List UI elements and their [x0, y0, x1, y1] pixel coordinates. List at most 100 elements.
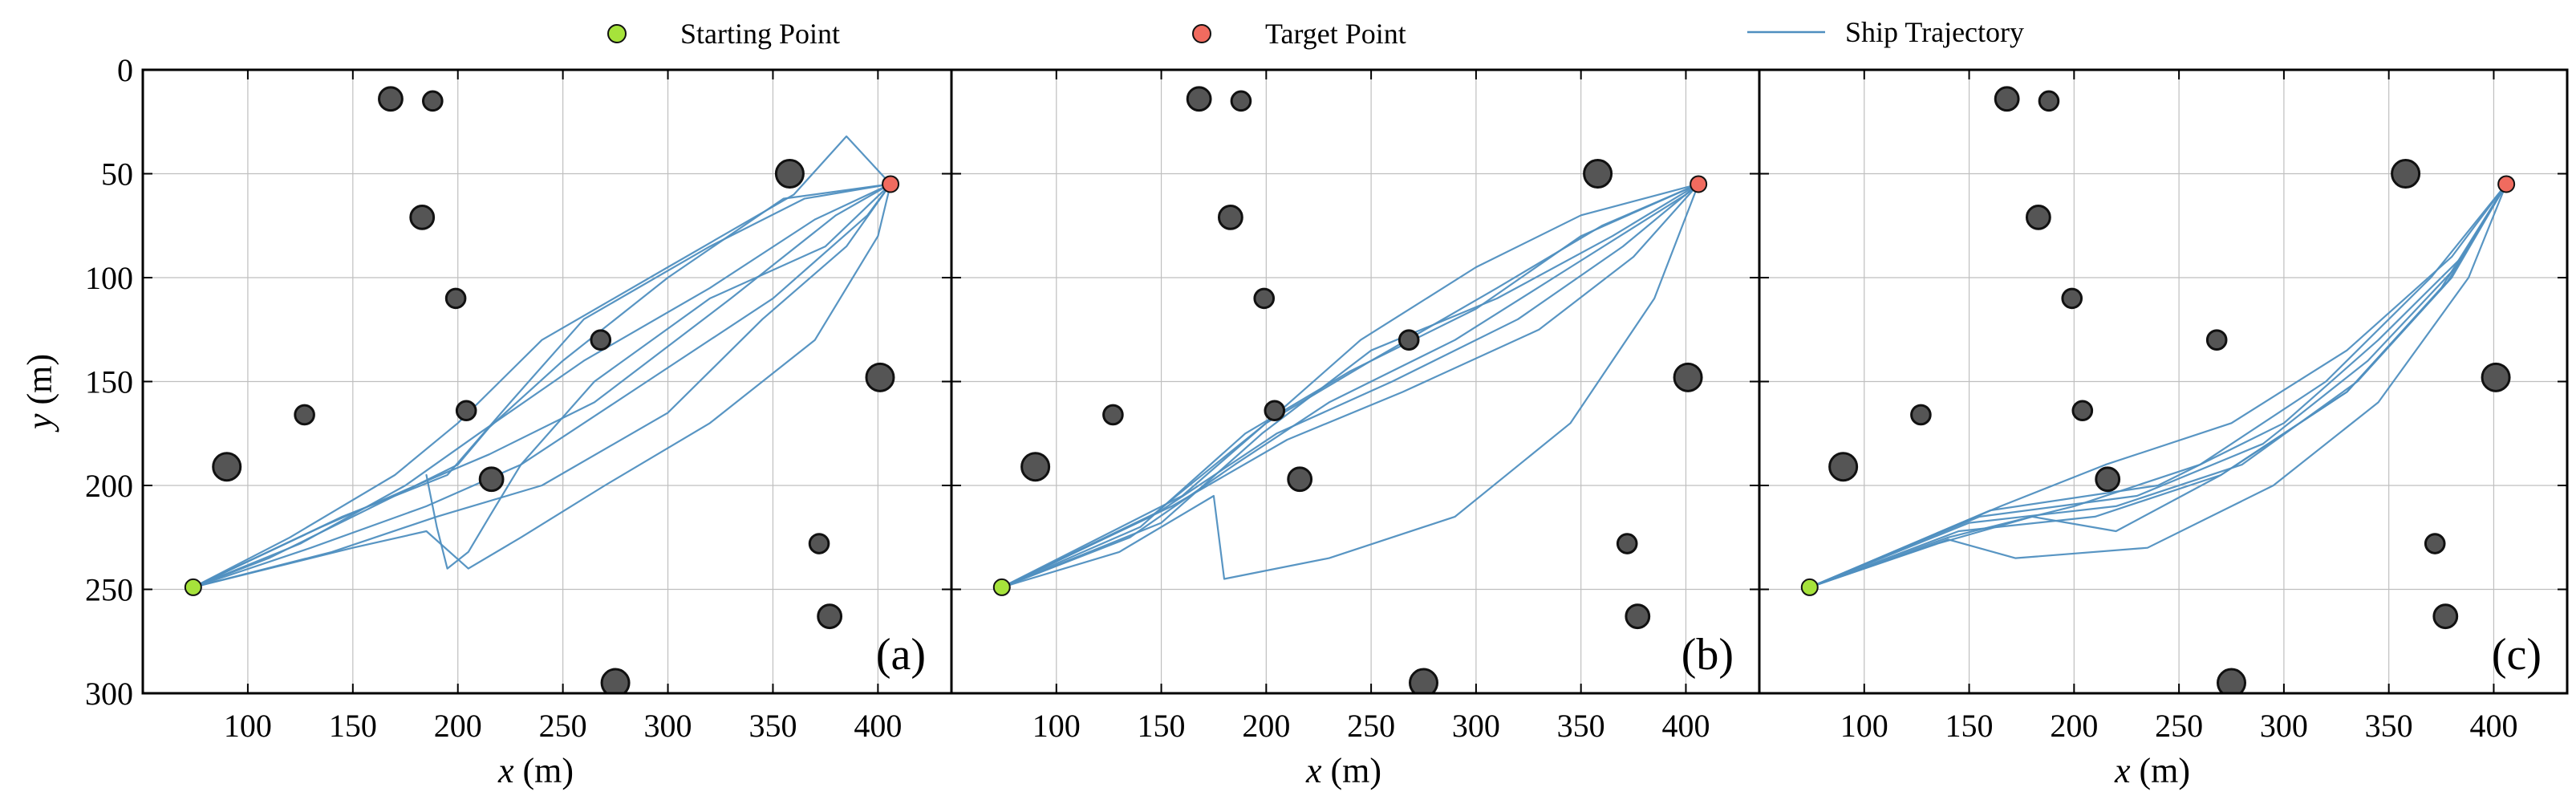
trajectory-a-7 [192, 183, 892, 588]
legend-target-marker [1192, 24, 1211, 43]
panel-label-b: (b) [1681, 630, 1734, 680]
trajectory-c-2 [1808, 183, 2508, 588]
legend: Starting Point Target Point Ship Traject… [607, 16, 2024, 50]
obstacle-a-12 [808, 533, 830, 554]
obstacle-b-10 [1020, 452, 1051, 482]
trajectory-a-3 [192, 183, 892, 588]
ytick-label-150: 150 [85, 364, 133, 400]
obstacle-a-13 [817, 603, 843, 630]
trajectory-c-5 [1808, 183, 2508, 588]
trajectory-a-6 [192, 183, 892, 588]
xtick-label-b-400: 400 [1661, 708, 1710, 744]
obstacle-b-6 [1583, 159, 1613, 189]
xtick-label-a-350: 350 [748, 708, 797, 744]
xtick-label-a-250: 250 [539, 708, 587, 744]
obstacle-c-1 [1994, 86, 2020, 112]
trajectory-b-2 [1000, 183, 1700, 588]
obstacle-a-1 [378, 86, 404, 112]
obstacles-a [212, 86, 895, 693]
xtick-label-a-300: 300 [644, 708, 692, 744]
obstacle-a-4 [444, 287, 467, 310]
obstacle-b-12 [1616, 533, 1638, 554]
xtick-label-b-350: 350 [1557, 708, 1605, 744]
obstacle-b-1 [1186, 86, 1212, 112]
trajectory-c-8 [1808, 183, 2508, 588]
obstacle-c-10 [1828, 452, 1859, 482]
xtick-label-c-100: 100 [1840, 708, 1888, 744]
xtick-label-a-150: 150 [329, 708, 377, 744]
trajectory-a-1 [192, 135, 892, 588]
trajectory-a-9 [425, 183, 892, 570]
xtick-label-a-200: 200 [434, 708, 482, 744]
trajectory-c-4 [1808, 183, 2508, 588]
obstacle-b-3 [1217, 204, 1243, 230]
trajectory-c-7 [1808, 183, 2508, 588]
trajectories-b [1000, 183, 1700, 588]
trajectory-b-3 [1000, 183, 1700, 588]
obstacle-b-11 [1287, 466, 1313, 493]
xtick-label-b-150: 150 [1138, 708, 1186, 744]
legend-start-marker [607, 24, 627, 43]
obstacle-a-3 [409, 204, 436, 230]
trajectory-b-4 [1000, 183, 1700, 588]
xtick-label-c-400: 400 [2469, 708, 2517, 744]
obstacle-c-12 [2424, 533, 2446, 554]
obstacle-a-6 [774, 159, 805, 189]
grid-c [1759, 69, 2567, 694]
obstacle-c-9 [2481, 362, 2511, 392]
legend-trajectory-label: Ship Trajectory [1845, 16, 2024, 48]
x-axis-label-a: x (m) [497, 751, 574, 790]
obstacles-c [1828, 86, 2511, 693]
trajectory-b-8 [1000, 183, 1700, 588]
grid-b [951, 69, 1759, 694]
y-axis-label: y (m) [20, 354, 59, 432]
obstacle-a-2 [422, 90, 444, 112]
legend-target-label: Target Point [1265, 18, 1406, 50]
trajectory-a-8 [192, 183, 892, 588]
obstacle-b-9 [1673, 362, 1703, 392]
obstacle-a-9 [865, 362, 895, 392]
obstacle-c-13 [2432, 603, 2459, 630]
obstacle-b-14 [1409, 668, 1439, 693]
panel-c: 100 150 200 250 300 350 400 (c) [1758, 68, 2569, 744]
xtick-label-c-150: 150 [1945, 708, 1994, 744]
grid-a [143, 69, 951, 694]
xtick-label-c-200: 200 [2050, 708, 2098, 744]
obstacle-c-7 [1910, 404, 1932, 426]
xtick-label-b-200: 200 [1242, 708, 1290, 744]
panel-label-a: (a) [876, 630, 926, 680]
xtick-label-a-100: 100 [224, 708, 272, 744]
trajectories-c [1808, 183, 2508, 588]
obstacle-a-11 [478, 466, 505, 493]
ytick-label-0: 0 [117, 52, 133, 88]
obstacle-a-10 [212, 452, 242, 482]
xtick-label-c-350: 350 [2365, 708, 2413, 744]
trajectory-b-5 [1000, 183, 1700, 588]
xtick-label-b-100: 100 [1032, 708, 1081, 744]
obstacle-a-14 [600, 668, 631, 693]
trajectories-a [192, 135, 892, 588]
obstacle-c-14 [2217, 668, 2247, 693]
obstacles-b [1020, 86, 1703, 693]
panel-label-c: (c) [2492, 630, 2542, 680]
target-point-b [1690, 175, 1708, 193]
obstacle-c-4 [2061, 287, 2083, 310]
obstacle-c-2 [2038, 90, 2060, 112]
start-point-c [1800, 578, 1819, 596]
trajectory-c-1 [1808, 183, 2508, 588]
ytick-label-100: 100 [85, 260, 133, 296]
trajectory-a-4 [192, 183, 892, 588]
obstacle-a-8 [455, 400, 477, 422]
obstacle-b-2 [1230, 90, 1252, 112]
obstacle-b-13 [1625, 603, 1651, 630]
trajectory-c-3 [1808, 183, 2508, 588]
obstacle-b-5 [1398, 329, 1420, 351]
obstacle-c-8 [2071, 400, 2094, 422]
trajectory-c-6 [1808, 183, 2508, 588]
start-point-b [992, 578, 1011, 596]
obstacle-a-5 [590, 329, 612, 351]
obstacle-c-5 [2205, 329, 2228, 351]
trajectory-a-2 [192, 183, 892, 588]
target-point-a [882, 175, 900, 193]
